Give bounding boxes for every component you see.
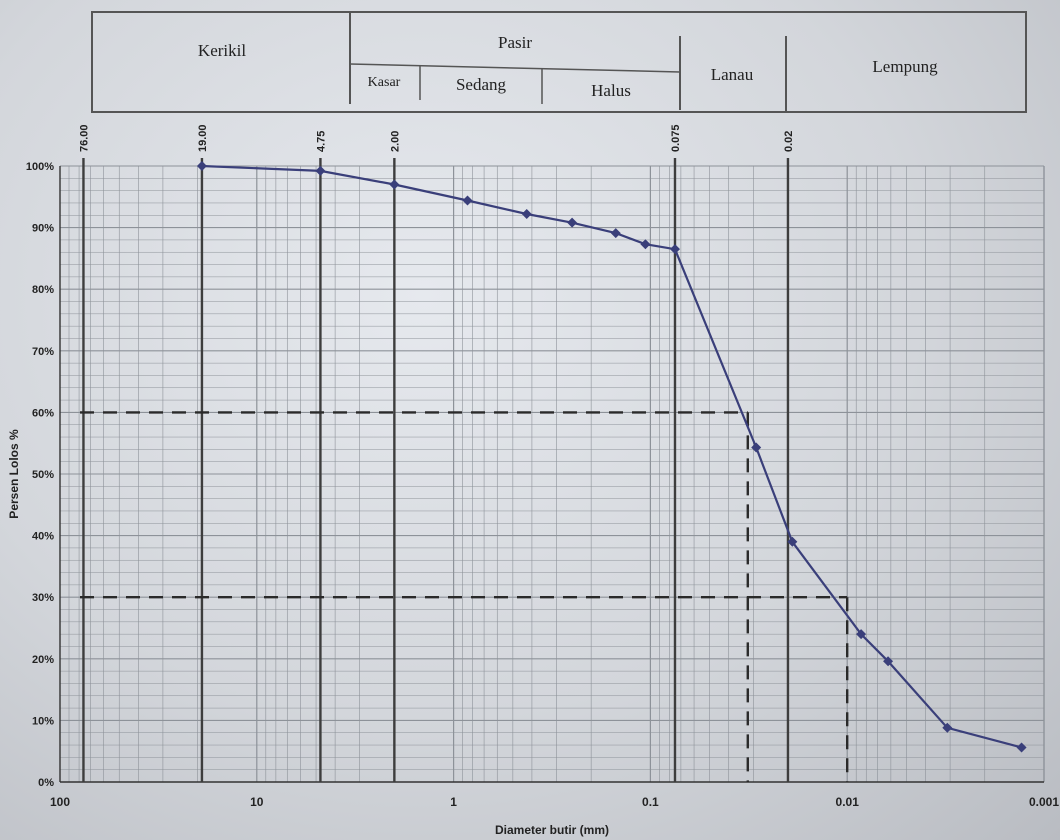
label-pasir: Pasir [498,33,532,52]
x-tick-label: 0.001 [1029,795,1059,809]
x-axis-title: Diameter butir (mm) [495,823,609,837]
y-tick-label: 10% [32,715,54,727]
y-tick-label: 0% [38,777,54,789]
sieve-label: 4.75 [315,131,327,152]
data-point [856,629,867,640]
label-kerikil: Kerikil [198,41,246,60]
x-tick-label: 1 [450,795,457,809]
sieve-label: 19.00 [197,124,209,152]
data-point [669,244,680,255]
data-point [883,656,894,667]
data-point [751,442,762,453]
label-lanau: Lanau [711,65,754,84]
y-tick-label: 90% [32,223,54,235]
header-border [91,11,1027,113]
header-divider [349,63,681,73]
data-point [389,179,400,190]
x-tick-label: 0.01 [836,795,860,809]
y-tick-label: 50% [32,469,54,481]
y-tick-label: 70% [32,346,54,358]
x-tick-label: 0.1 [642,795,659,809]
data-point [787,536,798,547]
x-tick-label: 100 [50,795,70,809]
y-tick-label: 30% [32,592,54,604]
y-tick-label: 80% [32,284,54,296]
data-point [315,165,326,176]
reference-lines [80,411,849,782]
sieve-label: 76.00 [78,124,90,152]
series-line [201,164,1022,749]
x-tick-label: 10 [250,795,264,809]
y-tick-label: 60% [32,407,54,419]
data-point [640,239,651,250]
sieve-label: 0.02 [783,131,795,152]
axis-labels: 76.00 19.00 4.75 2.00 0.075 0.02 0% 10% 20% 30% 40… [7,124,1059,837]
y-tick-label: 100% [26,161,54,173]
grid [59,165,1045,783]
y-tick-label: 40% [32,531,54,543]
sieve-lines [82,158,790,782]
y-tick-label: 20% [32,654,54,666]
data-point [196,161,207,171]
data-point [462,195,473,206]
soil-class-table: Kerikil Pasir Kasar Sedang Halus Lanau L… [91,11,1027,113]
sieve-label: 2.00 [389,131,401,152]
data-point [942,722,953,733]
data-point [610,228,621,239]
sieve-label: 0.075 [670,124,682,152]
data-point [567,217,578,228]
label-halus: Halus [591,81,631,100]
y-axis-title: Persen Lolos % [7,429,21,519]
gradation-curve [196,161,1027,753]
label-lempung: Lempung [872,57,938,76]
data-point [1016,742,1027,753]
label-sedang: Sedang [456,75,507,94]
data-point [521,209,532,220]
label-kasar: Kasar [368,75,401,90]
